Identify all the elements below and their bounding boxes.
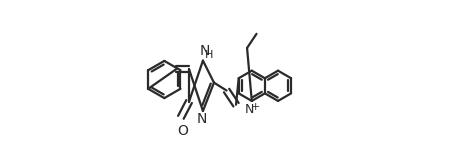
Text: N: N xyxy=(197,112,207,126)
Text: N: N xyxy=(199,44,210,58)
Text: +: + xyxy=(251,102,260,112)
Text: N: N xyxy=(245,103,255,116)
Text: H: H xyxy=(205,50,213,60)
Text: O: O xyxy=(177,124,188,138)
